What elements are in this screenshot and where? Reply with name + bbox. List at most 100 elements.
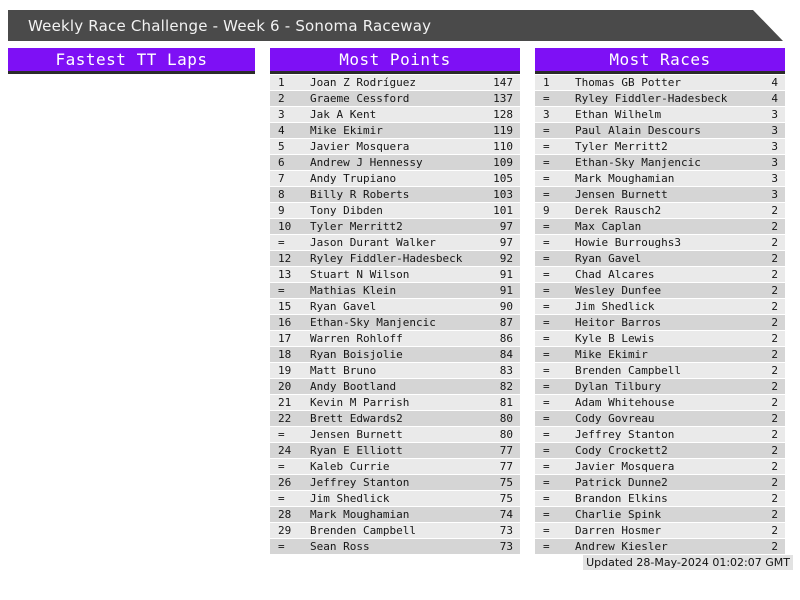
row-driver-name: Thomas GB Potter — [575, 76, 681, 89]
title-bar: Weekly Race Challenge - Week 6 - Sonoma … — [8, 10, 783, 41]
row-driver-name: Jim Shedlick — [310, 492, 390, 505]
leaderboard-row: = Paul Alain Descours 3 — [535, 123, 785, 138]
row-driver-name: Ryan Gavel — [575, 252, 642, 265]
row-value: 91 — [499, 268, 513, 281]
row-value: 103 — [493, 188, 513, 201]
leaderboard-row: = Dylan Tilbury 2 — [535, 379, 785, 394]
leaderboard-row: = Wesley Dunfee 2 — [535, 283, 785, 298]
leaderboard-row: = Andrew Kiesler 2 — [535, 539, 785, 554]
row-value: 75 — [499, 476, 513, 489]
row-value: 4 — [771, 92, 778, 105]
row-rank: 28 — [278, 508, 292, 521]
row-rank: = — [543, 524, 550, 537]
leaderboard-row: = Jensen Burnett 3 — [535, 187, 785, 202]
row-value: 80 — [499, 428, 513, 441]
row-driver-name: Brenden Campbell — [575, 364, 681, 377]
row-rank: = — [543, 140, 550, 153]
leaderboard-row: = Brandon Elkins 2 — [535, 491, 785, 506]
row-rank: = — [543, 380, 550, 393]
row-driver-name: Andy Bootland — [310, 380, 397, 393]
row-value: 101 — [493, 204, 513, 217]
row-value: 3 — [771, 172, 778, 185]
row-value: 97 — [499, 236, 513, 249]
row-value: 2 — [771, 396, 778, 409]
row-rank: = — [543, 428, 550, 441]
leaderboard-row: 17 Warren Rohloff 86 — [270, 331, 520, 346]
row-rank: = — [543, 124, 550, 137]
row-value: 2 — [771, 460, 778, 473]
leaderboard-row: = Sean Ross 73 — [270, 539, 520, 554]
row-driver-name: Cody Crockett2 — [575, 444, 668, 457]
row-rank: = — [278, 236, 285, 249]
row-value: 128 — [493, 108, 513, 121]
leaderboard-row: 9 Derek Rausch2 2 — [535, 203, 785, 218]
row-value: 90 — [499, 300, 513, 313]
row-rank: = — [543, 476, 550, 489]
row-rank: = — [543, 492, 550, 505]
row-value: 2 — [771, 204, 778, 217]
row-value: 75 — [499, 492, 513, 505]
row-value: 2 — [771, 220, 778, 233]
row-rank: = — [543, 252, 550, 265]
row-value: 83 — [499, 364, 513, 377]
row-driver-name: Adam Whitehouse — [575, 396, 675, 409]
row-value: 105 — [493, 172, 513, 185]
row-driver-name: Stuart N Wilson — [310, 268, 410, 281]
leaderboard-row: = Javier Mosquera 2 — [535, 459, 785, 474]
row-rank: 24 — [278, 444, 292, 457]
leaderboard-row: = Max Caplan 2 — [535, 219, 785, 234]
row-value: 2 — [771, 412, 778, 425]
row-rank: = — [278, 284, 285, 297]
row-driver-name: Jim Shedlick — [575, 300, 655, 313]
leaderboard-row: = Jason Durant Walker 97 — [270, 235, 520, 250]
row-driver-name: Brandon Elkins — [575, 492, 668, 505]
row-rank: 26 — [278, 476, 292, 489]
row-driver-name: Javier Mosquera — [310, 140, 410, 153]
row-value: 2 — [771, 492, 778, 505]
leaderboard-row: 9 Tony Dibden 101 — [270, 203, 520, 218]
row-value: 109 — [493, 156, 513, 169]
page-title: Weekly Race Challenge - Week 6 - Sonoma … — [28, 16, 432, 35]
leaderboard-row: 5 Javier Mosquera 110 — [270, 139, 520, 154]
leaderboard-most-points: Most Points 1 Joan Z Rodríguez 147 2 Graeme … — [270, 48, 520, 555]
row-rank: = — [543, 348, 550, 361]
row-driver-name: Andrew J Hennessy — [310, 156, 423, 169]
leaderboard-row: 1 Joan Z Rodríguez 147 — [270, 75, 520, 90]
leaderboard-row: 1 Thomas GB Potter 4 — [535, 75, 785, 90]
row-driver-name: Sean Ross — [310, 540, 370, 553]
leaderboard-row: = Chad Alcares 2 — [535, 267, 785, 282]
row-rank: = — [543, 236, 550, 249]
row-value: 92 — [499, 252, 513, 265]
row-rank: 2 — [278, 92, 285, 105]
leaderboard-row: = Darren Hosmer 2 — [535, 523, 785, 538]
row-rank: = — [543, 316, 550, 329]
row-value: 2 — [771, 540, 778, 553]
row-rank: 1 — [278, 76, 285, 89]
row-driver-name: Chad Alcares — [575, 268, 655, 281]
leaderboard-most-races: Most Races 1 Thomas GB Potter 4 = Ryley Fidd… — [535, 48, 785, 555]
row-value: 82 — [499, 380, 513, 393]
leaderboard-header-fastest-tt-laps: Fastest TT Laps — [8, 48, 255, 74]
updated-timestamp: Updated 28-May-2024 01:02:07 GMT — [583, 555, 793, 570]
row-driver-name: Wesley Dunfee — [575, 284, 662, 297]
row-value: 77 — [499, 460, 513, 473]
row-rank: = — [543, 540, 550, 553]
row-driver-name: Tony Dibden — [310, 204, 383, 217]
row-rank: 21 — [278, 396, 292, 409]
row-value: 87 — [499, 316, 513, 329]
row-value: 73 — [499, 524, 513, 537]
leaderboard-rows-most-points: 1 Joan Z Rodríguez 147 2 Graeme Cessford 137 3… — [270, 75, 520, 554]
leaderboard-row: 29 Brenden Campbell 73 — [270, 523, 520, 538]
leaderboard-row: = Cody Crockett2 2 — [535, 443, 785, 458]
leaderboard-row: = Mark Moughamian 3 — [535, 171, 785, 186]
row-value: 74 — [499, 508, 513, 521]
row-value: 3 — [771, 188, 778, 201]
row-rank: = — [543, 92, 550, 105]
row-value: 2 — [771, 252, 778, 265]
row-driver-name: Jensen Burnett — [575, 188, 668, 201]
row-value: 2 — [771, 428, 778, 441]
leaderboard-row: = Ryan Gavel 2 — [535, 251, 785, 266]
row-value: 2 — [771, 316, 778, 329]
leaderboard-row: = Jeffrey Stanton 2 — [535, 427, 785, 442]
